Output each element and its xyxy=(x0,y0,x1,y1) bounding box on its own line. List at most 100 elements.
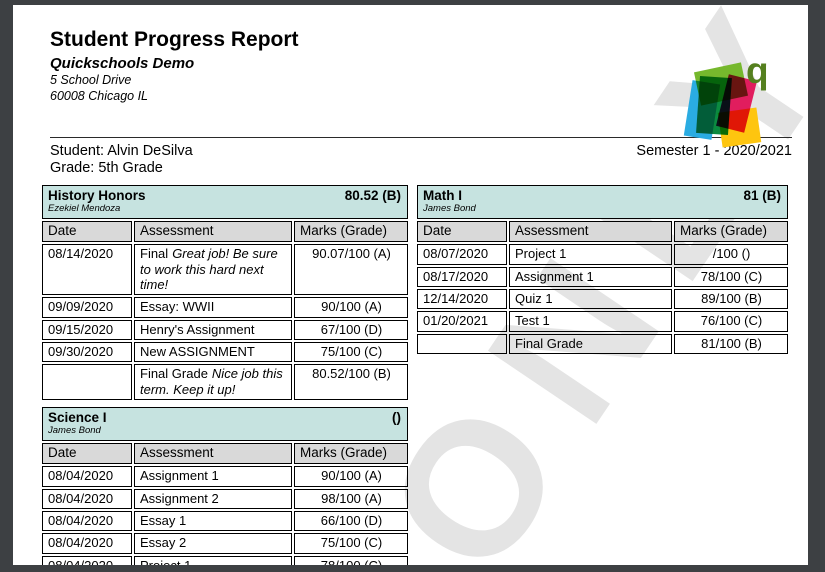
col-header-date: Date xyxy=(42,443,132,465)
course-score: 80.52 (B) xyxy=(344,188,401,204)
cell-assessment: New ASSIGNMENT xyxy=(134,342,292,363)
table-row: 08/17/2020 Assignment 1 78/100 (C) xyxy=(417,266,788,288)
assessment-name: New ASSIGNMENT xyxy=(140,344,255,360)
course-header: Math I 81 (B) James Bond xyxy=(417,185,788,220)
course-teacher: Ezekiel Mendoza xyxy=(48,203,121,215)
cell-assessment: Essay: WWII xyxy=(134,297,292,318)
cell-marks: 78/100 (C) xyxy=(294,555,408,565)
course-score: 81 (B) xyxy=(743,188,781,204)
col-header-marks: Marks (Grade) xyxy=(294,443,408,465)
course-header: Science I () James Bond xyxy=(42,407,408,442)
student-name-line: Student: Alvin DeSilva xyxy=(50,142,193,159)
course-teacher: James Bond xyxy=(48,425,101,437)
cell-marks: 66/100 (D) xyxy=(294,511,408,532)
assessment-name: Assignment 2 xyxy=(140,490,219,506)
cell-date: 08/17/2020 xyxy=(417,266,507,288)
cell-assessment: Final Great job! Be sure to work this har… xyxy=(134,244,292,296)
report-title: Student Progress Report xyxy=(50,28,299,51)
address-line-1: 5 School Drive xyxy=(50,73,132,88)
assessment-name: Final xyxy=(140,246,169,262)
table-row: 01/20/2021 Test 1 76/100 (C) xyxy=(417,311,788,332)
table-row: Final Grade Nice job this term. Keep it u… xyxy=(42,364,408,401)
assessment-name: Essay 2 xyxy=(140,535,187,551)
cell-assessment: Essay 2 xyxy=(134,533,292,554)
table-row: 09/30/2020 New ASSIGNMENT 75/100 (C) xyxy=(42,342,408,363)
cell-assessment: Henry's Assignment xyxy=(134,319,292,341)
assessment-comment: Great job! Be sure to work this hard nex… xyxy=(140,246,278,293)
table-row: 08/07/2020 Project 1/100 () xyxy=(417,244,788,265)
cell-date: 08/14/2020 xyxy=(42,244,132,296)
student-info-row: Student: Alvin DeSilva Grade: 5th Grade … xyxy=(50,143,792,178)
table-row: 08/14/2020 Final Great job! Be sure to wor… xyxy=(42,244,408,296)
cell-assessment: Final Grade xyxy=(509,333,672,355)
course-name: Science I xyxy=(48,410,107,426)
assessment-comment: Nice job this term. Keep it up! xyxy=(140,366,283,397)
course-tables: History Honors 80.52 (B) Ezekiel Mendoza… xyxy=(40,183,808,565)
school-name: Quickschools Demo xyxy=(50,55,195,73)
assessment-name: Henry's Assignment xyxy=(140,321,255,337)
cell-assessment: Essay 1 xyxy=(134,511,292,532)
assessment-name: Test 1 xyxy=(515,313,550,329)
course-header: History Honors 80.52 (B) Ezekiel Mendoza xyxy=(42,185,408,220)
cell-marks: 78/100 (C) xyxy=(673,266,788,288)
cell-date: 12/14/2020 xyxy=(417,289,507,310)
cell-date: 09/15/2020 xyxy=(42,319,132,341)
cell-assessment: Final Grade Nice job this term. Keep it u… xyxy=(134,364,292,401)
table-row: Final Grade 81/100 (B) xyxy=(417,333,788,355)
table-row: 08/04/2020 Assignment 1 90/100 (A) xyxy=(42,466,408,487)
course-name: History Honors xyxy=(48,188,146,204)
cell-marks: 89/100 (B) xyxy=(673,289,788,310)
cell-date: 01/20/2021 xyxy=(417,311,507,332)
cell-marks: 90/100 (A) xyxy=(294,297,408,318)
table-row: 09/09/2020 Essay: WWII 90/100 (A) xyxy=(42,297,408,318)
assessment-name: Essay 1 xyxy=(140,513,187,528)
table-row: 12/14/2020 Quiz 1 89/100 (B) xyxy=(417,289,788,310)
cell-marks: 75/100 (C) xyxy=(294,342,408,363)
logo-letter-q: q xyxy=(746,50,769,91)
cell-date: 08/04/2020 xyxy=(42,488,132,509)
cell-assessment: Project 1 xyxy=(509,244,672,265)
course-teacher: James Bond xyxy=(423,203,476,215)
cell-date xyxy=(417,333,507,355)
cell-marks: 98/100 (A) xyxy=(294,488,408,509)
table-row: 09/15/2020 Henry's Assignment 67/100 (D) xyxy=(42,319,408,341)
course-name: Math I xyxy=(423,188,462,204)
quickschools-logo: q xyxy=(683,52,785,155)
col-header-assessment: Assessment xyxy=(134,221,292,243)
assessment-name: Final Grade xyxy=(515,335,583,351)
cell-date: 08/04/2020 xyxy=(42,555,132,565)
cell-marks: 81/100 (B) xyxy=(673,333,788,355)
col-header-marks: Marks (Grade) xyxy=(673,221,788,243)
col-header-marks: Marks (Grade) xyxy=(294,221,408,243)
cell-marks: 76/100 (C) xyxy=(673,311,788,332)
cell-marks: 75/100 (C) xyxy=(294,533,408,554)
cell-assessment: Assignment 1 xyxy=(509,266,672,288)
address-line-2: 60008 Chicago IL xyxy=(50,88,148,103)
cell-assessment: Quiz 1 xyxy=(509,289,672,310)
assessment-name: Final Grade xyxy=(140,366,208,382)
cell-date: 09/09/2020 xyxy=(42,297,132,318)
col-header-assessment: Assessment xyxy=(134,443,292,465)
cell-marks: /100 () xyxy=(673,244,788,265)
cell-assessment: Test 1 xyxy=(509,311,672,332)
col-header-assessment: Assessment xyxy=(509,221,672,243)
cell-assessment: Project 1 xyxy=(134,555,292,565)
cell-date xyxy=(42,364,132,401)
cell-marks: 80.52/100 (B) xyxy=(294,364,408,401)
cell-marks: 90/100 (A) xyxy=(294,466,408,487)
header-divider xyxy=(50,136,792,138)
cell-date: 08/04/2020 xyxy=(42,511,132,532)
col-header-date: Date xyxy=(42,221,132,243)
cell-date: 09/30/2020 xyxy=(42,342,132,363)
course-table-science: Science I () James Bond Date Assessment … xyxy=(40,405,410,565)
table-row: 08/04/2020 Assignment 2 98/100 (A) xyxy=(42,488,408,509)
logo-rect-yellow xyxy=(717,107,762,148)
table-row: 08/04/2020 Essay 1 66/100 (D) xyxy=(42,511,408,532)
assessment-name: Essay: WWII xyxy=(140,299,215,315)
cell-date: 08/04/2020 xyxy=(42,466,132,487)
cell-assessment: Assignment 1 xyxy=(134,466,292,487)
report-page: ONLY Student Progress Report Quickschool… xyxy=(13,5,808,565)
cell-marks: 67/100 (D) xyxy=(294,319,408,341)
cell-date: 08/04/2020 xyxy=(42,533,132,554)
